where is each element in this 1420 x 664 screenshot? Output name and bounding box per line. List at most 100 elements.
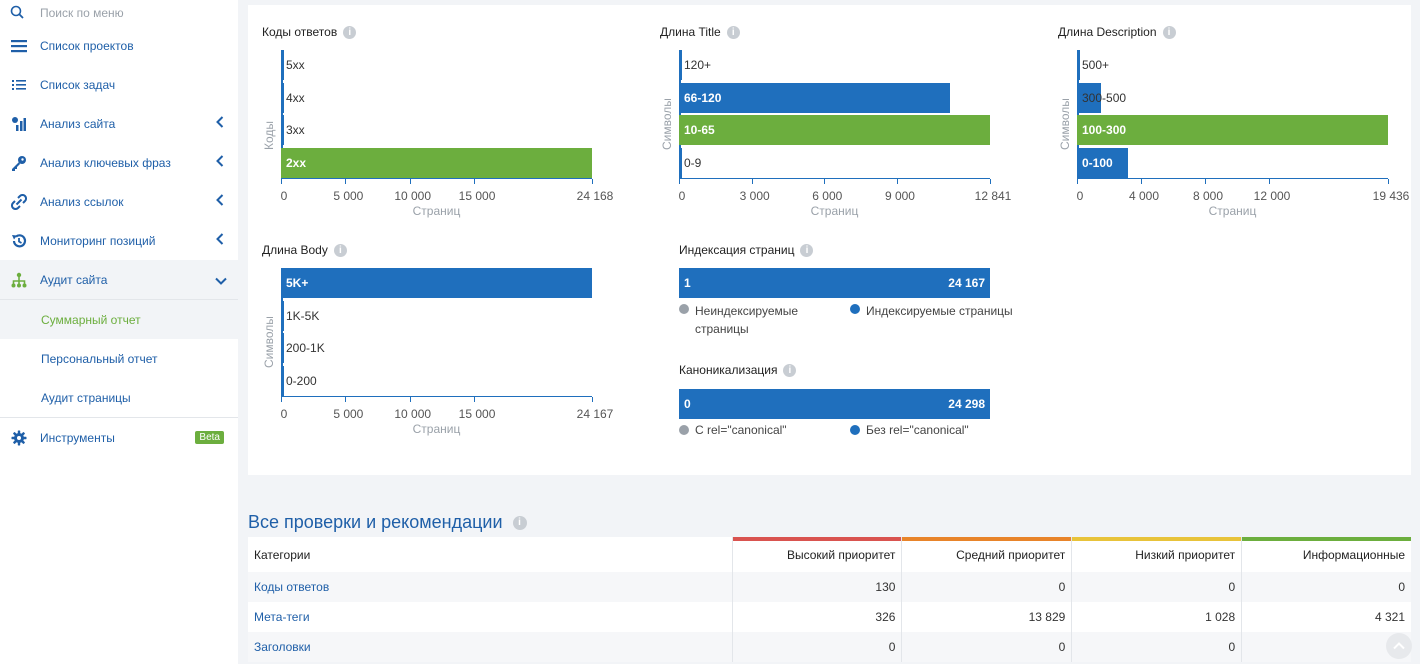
chart-canonicalization: Каноникализация i 0 24 298 С rel="canonic… — [679, 363, 1079, 453]
chart-description-length: Длина Description i Символы 500+ 300-500 100-… — [1058, 25, 1409, 225]
x-tick-label: 10 000 — [394, 406, 432, 421]
sidebar-item-keywords[interactable]: Анализ ключевых фраз — [0, 143, 238, 182]
chart-title: Коды ответов i — [262, 25, 357, 39]
bar[interactable] — [281, 50, 284, 80]
cell-medium[interactable]: 0 — [901, 632, 1071, 662]
x-tick — [1077, 178, 1078, 184]
bar[interactable] — [679, 82, 951, 113]
legend-item-indexed[interactable]: Индексируемые страницы — [850, 302, 1050, 320]
category-link[interactable]: Мета-теги — [254, 610, 310, 624]
scroll-to-top-button[interactable] — [1386, 633, 1412, 659]
x-axis — [1077, 177, 1388, 179]
bar-category-label: 5xx — [286, 58, 305, 72]
bar-category-label: 0-100 — [1082, 155, 1113, 170]
bar[interactable] — [281, 333, 284, 363]
bar[interactable] — [1077, 147, 1129, 178]
x-tick — [1205, 178, 1206, 184]
legend-item-without-canonical[interactable]: Без rel="canonical" — [850, 423, 969, 437]
recommendations-title: Все проверки и рекомендации i — [248, 512, 527, 533]
bar-category-label: 100-300 — [1082, 123, 1127, 137]
sidebar-item-label: Список проектов — [40, 38, 134, 53]
sidebar-item-site-analysis[interactable]: Анализ сайта — [0, 104, 238, 143]
column-header-low[interactable]: Низкий приоритет — [1071, 537, 1242, 572]
legend-item-with-canonical[interactable]: С rel="canonical" — [679, 423, 787, 437]
sidebar-subitem-personal-report[interactable]: Персональный отчет — [41, 351, 158, 366]
bar[interactable] — [281, 300, 284, 331]
x-tick-label: 10 000 — [394, 188, 432, 203]
chart-title: Каноникализация i — [679, 363, 797, 377]
x-tick-label: 8 000 — [1192, 188, 1224, 203]
category-link[interactable]: Коды ответов — [254, 580, 330, 594]
cell-info[interactable]: 4 321 — [1241, 602, 1411, 632]
cell-high[interactable]: 130 — [731, 572, 902, 602]
info-icon[interactable]: i — [512, 515, 527, 530]
info-icon[interactable]: i — [333, 243, 347, 257]
sidebar-subitem-summary-report[interactable]: Суммарный отчет — [0, 300, 238, 339]
bar-category-label: 200-1K — [286, 341, 325, 355]
cell-low[interactable]: 1 028 — [1071, 602, 1241, 632]
info-icon[interactable]: i — [1162, 25, 1176, 39]
sidebar-item-tools[interactable]: Инструменты Beta — [0, 418, 238, 457]
category-link[interactable]: Заголовки — [254, 640, 311, 654]
cell-low[interactable]: 0 — [1071, 572, 1241, 602]
sidebar-subitem-page-audit[interactable]: Аудит страницы — [41, 390, 131, 405]
legend-dot — [679, 425, 689, 435]
x-tick-label: 24 168 — [576, 188, 614, 203]
x-tick-label: 0 — [280, 406, 288, 421]
chart-title-text: Коды ответов — [262, 25, 338, 39]
column-header-category[interactable]: Категории — [254, 547, 311, 562]
bar-category-label: 2xx — [286, 155, 307, 170]
bar[interactable] — [1077, 50, 1080, 80]
sidebar-item-tasks[interactable]: Список задач — [0, 65, 238, 104]
menu-search[interactable]: Поиск по меню — [0, 0, 238, 26]
bar[interactable] — [281, 365, 284, 396]
x-axis-title: Страниц — [412, 421, 461, 436]
x-axis — [679, 177, 990, 179]
beta-badge: Beta — [195, 431, 224, 444]
x-tick — [281, 396, 282, 402]
x-tick-label: 15 000 — [458, 406, 496, 421]
info-icon[interactable]: i — [343, 25, 357, 39]
bar[interactable] — [281, 115, 284, 145]
info-icon[interactable]: i — [783, 363, 797, 377]
sidebar-item-projects[interactable]: Список проектов — [0, 26, 238, 65]
column-header-info[interactable]: Информационные — [1241, 537, 1412, 572]
sidebar-item-links[interactable]: Анализ ссылок — [0, 182, 238, 221]
cell-medium[interactable]: 13 829 — [901, 602, 1071, 632]
sidebar-item-site-audit[interactable]: Аудит сайта — [0, 260, 238, 299]
x-tick — [1141, 178, 1142, 184]
x-tick-label: 12 841 — [974, 188, 1012, 203]
cell-high[interactable]: 326 — [731, 602, 902, 632]
cell-low[interactable]: 0 — [1071, 632, 1241, 662]
info-icon[interactable]: i — [726, 25, 740, 39]
bar[interactable] — [679, 115, 990, 145]
sidebar-item-label: Инструменты — [40, 430, 115, 445]
legend-item-nonindexed[interactable]: Неиндексируемые страницы — [679, 302, 839, 338]
y-axis-title: Символы — [262, 316, 276, 368]
column-header-high[interactable]: Высокий приоритет — [731, 537, 902, 572]
bar[interactable] — [1077, 115, 1388, 145]
cell-info[interactable]: 0 — [1241, 572, 1411, 602]
y-axis — [679, 50, 681, 178]
analytics-icon — [9, 114, 29, 134]
sidebar-item-label: Мониторинг позиций — [40, 233, 156, 248]
legend-label: Неиндексируемые страницы — [695, 304, 799, 336]
cell-high[interactable]: 0 — [731, 632, 902, 662]
info-icon[interactable]: i — [800, 243, 814, 257]
x-tick-label: 4 000 — [1128, 188, 1160, 203]
priority-color-bar — [1072, 537, 1242, 541]
bar[interactable] — [679, 50, 682, 80]
column-header-medium[interactable]: Средний приоритет — [901, 537, 1072, 572]
y-axis — [1077, 50, 1079, 178]
bar[interactable] — [281, 82, 284, 113]
sidebar-item-positions[interactable]: Мониторинг позиций — [0, 221, 238, 260]
bar[interactable] — [679, 147, 682, 178]
bar[interactable] — [281, 147, 592, 178]
bar[interactable] — [1077, 82, 1101, 113]
cell-medium[interactable]: 0 — [901, 572, 1071, 602]
bar-category-label: 0-200 — [286, 373, 317, 388]
x-axis — [281, 177, 592, 179]
bar[interactable] — [281, 268, 592, 298]
x-tick-label: 3 000 — [739, 188, 770, 203]
bar-category-label: 5K+ — [286, 276, 309, 290]
